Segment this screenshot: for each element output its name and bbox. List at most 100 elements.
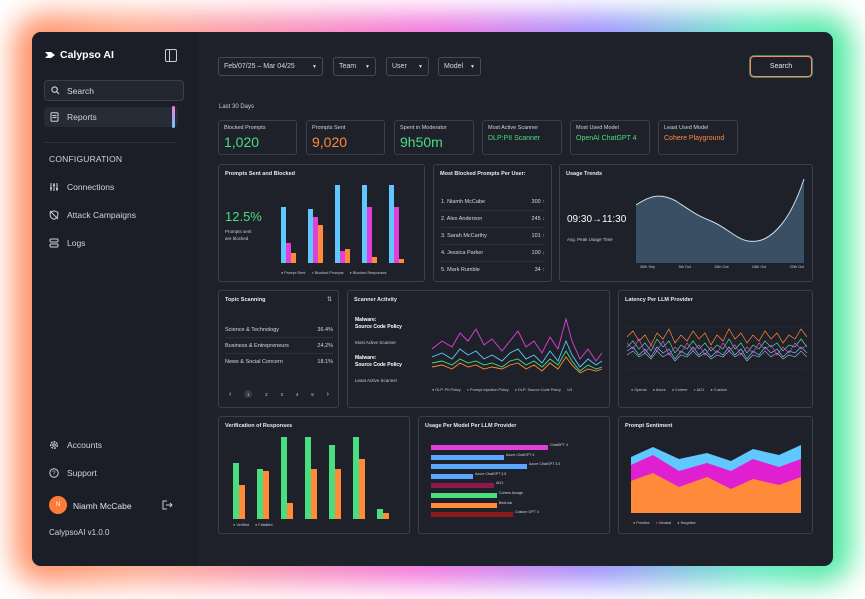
- search-button[interactable]: Search: [750, 56, 812, 77]
- sidebar-item-reports[interactable]: Reports: [44, 107, 178, 127]
- bar-verified: [353, 437, 359, 519]
- percent-caption-line2: are blocked: [225, 236, 249, 241]
- range-label: Last 30 Days: [219, 104, 255, 110]
- page-5[interactable]: 5: [311, 391, 314, 397]
- bar-sent: [281, 207, 286, 263]
- sidebar-item-label: Connections: [67, 182, 115, 192]
- sidebar-search[interactable]: Search: [44, 80, 184, 101]
- help-icon: ?: [49, 468, 59, 478]
- avatar[interactable]: N: [49, 496, 67, 514]
- series-line: [627, 346, 807, 360]
- brand-mark-icon: [45, 52, 55, 58]
- stat-value: 9h50m: [400, 134, 443, 150]
- trend-up-icon: ↑: [542, 267, 545, 273]
- sort-icon[interactable]: ⇅: [326, 297, 332, 303]
- list-item[interactable]: Science & Technology 36.4%: [225, 322, 333, 338]
- bar-sent: [362, 185, 367, 263]
- prev-page-icon[interactable]: ‹: [229, 390, 232, 398]
- usage-bar-row[interactable]: AI21: [431, 481, 603, 490]
- model-select[interactable]: Model ▼: [438, 57, 481, 76]
- bar-falsified: [263, 471, 269, 519]
- topic-label: Business & Entrepreneurs: [225, 342, 289, 349]
- list-item[interactable]: Business & Entrepreneurs 24.2%: [225, 338, 333, 354]
- team-select[interactable]: Team ▼: [333, 57, 376, 76]
- card-title: Usage Trends: [566, 171, 603, 177]
- series-line: [432, 350, 603, 372]
- app-window: Calypso AI Search Reports CONFIGURATION …: [32, 32, 833, 566]
- bar-blocked-responses: [372, 257, 377, 263]
- sliders-icon: [50, 183, 58, 191]
- date-range-value: Feb/07/25 – Mar 04/25: [224, 63, 295, 70]
- legend-label: Positive: [636, 521, 650, 525]
- page-1[interactable]: 1: [244, 390, 253, 398]
- stat-label: Most Active Scanner: [488, 125, 539, 131]
- bar-sent: [389, 185, 394, 263]
- sidebar-item-connections[interactable]: Connections: [49, 182, 114, 192]
- user-select[interactable]: User ▼: [386, 57, 429, 76]
- usage-bar-row[interactable]: Azure ChatGPT 3.5: [431, 462, 603, 471]
- bar-blocked-prompts: [367, 207, 372, 263]
- brand-logo[interactable]: Calypso AI: [44, 49, 114, 61]
- list-item[interactable]: 1. Niamh McCabe 300 ↑: [441, 194, 545, 211]
- usage-bar-row[interactable]: Azure ChatGPT 3.5: [431, 472, 603, 481]
- legend-item: ● Azure: [652, 388, 666, 392]
- x-tick: 5th Oct: [678, 265, 691, 269]
- usage-bar: [431, 512, 513, 518]
- sidebar-item-label: Support: [67, 468, 97, 478]
- peak-caption: Avg. Peak Usage Time: [567, 237, 613, 242]
- bar-blocked-prompts: [340, 251, 345, 263]
- usage-bar-row[interactable]: Bedrock: [431, 501, 603, 510]
- usage-bar-row[interactable]: Cohere Arcage: [431, 491, 603, 500]
- legend-item: ● Neutral: [655, 521, 672, 525]
- stat-value: Cohere Playground: [664, 135, 725, 142]
- list-item[interactable]: 5. Mark Rumble 34 ↑: [441, 262, 545, 278]
- scanner-legend: ● DLP: PII Policy ● Prompt Injection Pol…: [432, 388, 572, 392]
- model-value: Model: [444, 63, 464, 70]
- sidebar-item-attack-campaigns[interactable]: Attack Campaigns: [49, 210, 136, 220]
- stat-value: OpenAI ChatGPT 4: [576, 135, 637, 142]
- sidebar-item-label: Accounts: [67, 440, 102, 450]
- sidebar-item-support[interactable]: ? Support: [49, 468, 97, 478]
- usage-bar-row[interactable]: Custom GPT 4: [431, 510, 603, 519]
- area-negative: [631, 473, 801, 513]
- bar-falsified: [359, 459, 365, 519]
- page-2[interactable]: 2: [265, 391, 268, 397]
- usage-bar: [431, 445, 548, 450]
- active-indicator: [172, 106, 175, 128]
- page-3[interactable]: 3: [280, 391, 283, 397]
- stat-most-used-model: Most Used Model OpenAI ChatGPT 4: [570, 120, 650, 155]
- bar-falsified: [335, 469, 341, 519]
- list-item[interactable]: 3. Sarah McCarthy 101 ↑: [441, 228, 545, 245]
- usage-bar-row[interactable]: Azure ChatGPT 4: [431, 453, 603, 462]
- list-item[interactable]: 4. Jessica Parker 100 ↓: [441, 245, 545, 262]
- next-page-icon[interactable]: ›: [326, 390, 329, 398]
- trend-down-icon: ↓: [542, 250, 545, 256]
- user-count: 300 ↑: [532, 199, 545, 205]
- usage-bar: [431, 454, 504, 460]
- bar-blocked-responses: [345, 249, 350, 263]
- user-name: Niamh McCabe: [73, 501, 132, 511]
- stat-spent-in-moderator: Spent in Moderator 9h50m: [394, 120, 474, 155]
- user-name: 5. Mark Rumble: [441, 267, 480, 273]
- x-tick: 20th Oct: [789, 265, 804, 269]
- chevron-down-icon: ▼: [365, 64, 370, 70]
- count-value: 245: [531, 216, 541, 222]
- legend-label: Blocked Prompts: [314, 271, 344, 275]
- sidebar-item-logs[interactable]: Logs: [49, 238, 85, 248]
- card-title: Prompt Sentiment: [625, 423, 673, 429]
- legend-label: Blocked Responses: [352, 271, 387, 275]
- legend-item: ● Verified: [233, 523, 250, 527]
- sidebar-item-accounts[interactable]: Accounts: [49, 440, 102, 450]
- collapse-sidebar-icon[interactable]: [165, 49, 177, 62]
- list-item[interactable]: 2. Alex Anderson 245 ↓: [441, 211, 545, 228]
- date-range-select[interactable]: Feb/07/25 – Mar 04/25 ▼: [218, 57, 323, 76]
- page-4[interactable]: 4: [295, 391, 299, 397]
- list-item[interactable]: News & Social Concern 18.1%: [225, 354, 333, 369]
- usage-bar-row[interactable]: ChatGPT 4: [431, 443, 603, 452]
- logout-icon[interactable]: [162, 500, 173, 513]
- latency-line-chart: [627, 326, 807, 370]
- legend-page[interactable]: 1/3: [566, 388, 573, 392]
- sentiment-legend: ● Positive ● Neutral ● Negative: [633, 521, 696, 525]
- legend-label: DLP: PII Policy: [435, 388, 461, 392]
- stat-label: Least Used Model: [664, 125, 709, 131]
